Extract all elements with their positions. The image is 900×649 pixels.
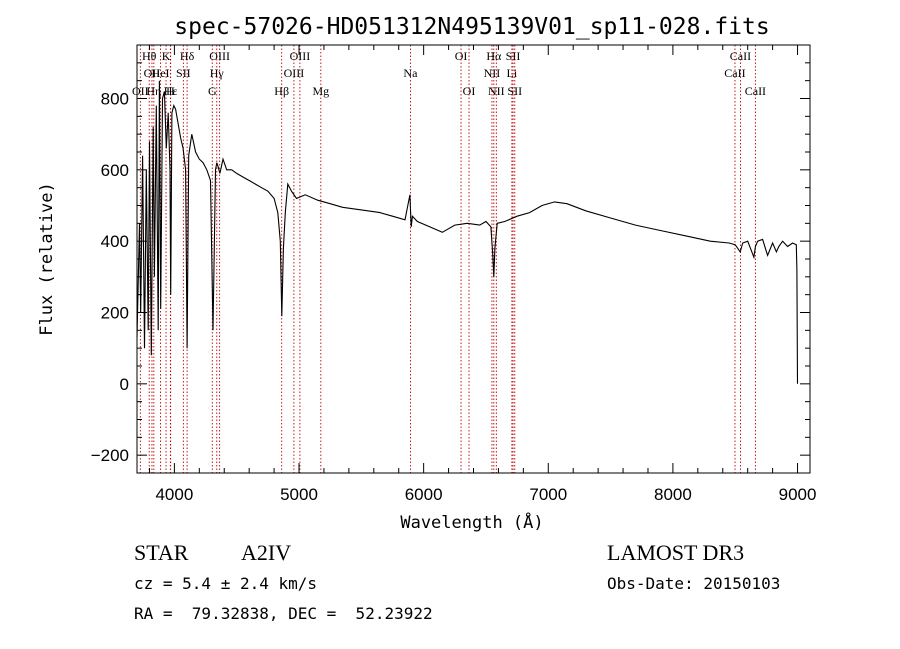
y-tick-label: −200	[91, 446, 129, 465]
x-axis-label: Wavelength (Å)	[400, 511, 543, 533]
y-axis-ticks: −200 0 200 400 600 800	[91, 44, 810, 474]
x-tick-label: 7000	[529, 485, 567, 504]
spectral-line-label: CaII	[730, 49, 751, 63]
x-axis-ticks: 4000 5000 6000 7000 8000 9000	[148, 45, 817, 504]
spectral-line-label: Li	[507, 66, 518, 80]
y-tick-label: 200	[101, 304, 129, 323]
spectral-line-label: Hη	[146, 84, 161, 98]
observation-date: Obs-Date: 20150103	[607, 574, 781, 593]
x-tick-label: 6000	[405, 485, 443, 504]
spectral-line-label: OIII	[290, 49, 311, 63]
chart-title: spec-57026-HD051312N495139V01_sp11-028.f…	[174, 14, 769, 40]
x-tick-label: 9000	[779, 485, 817, 504]
spectral-line-label: Hε	[164, 84, 178, 98]
spectral-lines	[139, 45, 756, 473]
y-tick-label: 0	[120, 375, 129, 394]
spectral-line-labels: OIIHθOIIHηHeIKHεHSIIHδGHγOIIIHβOIIIOIIIM…	[132, 49, 766, 98]
spectral-line-label: Hθ	[142, 49, 157, 63]
redshift-cz: cz = 5.4 ± 2.4 km/s	[134, 574, 318, 593]
spectral-line-label: NII	[488, 84, 505, 98]
spectral-line-label: OI	[463, 84, 476, 98]
spectral-line-label: SII	[507, 84, 522, 98]
spectral-line-label: Hβ	[274, 84, 289, 98]
spectral-line-label: OIII	[209, 49, 230, 63]
spectral-line-label: OII	[132, 84, 149, 98]
spectral-line-label: Na	[403, 66, 418, 80]
object-class: STAR	[134, 540, 189, 565]
object-subclass: A2IV	[241, 540, 292, 565]
y-tick-label: 600	[101, 161, 129, 180]
x-tick-label: 8000	[654, 485, 692, 504]
spectral-line-label: SII	[506, 49, 521, 63]
spectral-line-label: OI	[455, 49, 468, 63]
spectrum-series-line	[136, 80, 799, 384]
y-axis-label: Flux (relative)	[37, 182, 57, 336]
survey-name: LAMOST DR3	[607, 540, 745, 565]
spectral-line-label: H	[166, 84, 175, 98]
y-tick-label: 400	[101, 232, 129, 251]
spectral-line-label: CaII	[745, 84, 766, 98]
spectral-line-label: Hγ	[210, 66, 225, 80]
x-tick-label: 4000	[155, 485, 193, 504]
spectral-line-label: HeI	[152, 66, 170, 80]
y-tick-label: 800	[101, 90, 129, 109]
spectral-line-label: K	[162, 49, 171, 63]
spectral-line-label: SII	[176, 66, 191, 80]
spectral-line-label: OIII	[284, 66, 305, 80]
spectral-line-label: Mg	[312, 84, 329, 98]
x-tick-label: 5000	[280, 485, 318, 504]
spectral-line-label: CaII	[724, 66, 745, 80]
sky-coordinates: RA = 79.32838, DEC = 52.23922	[134, 604, 433, 623]
spectral-line-label: Hδ	[180, 49, 195, 63]
plot-frame	[136, 44, 811, 474]
spectral-line-label: NII	[484, 66, 501, 80]
spectral-line-label: Hα	[486, 49, 502, 63]
spectral-line-label: G	[208, 84, 217, 98]
spectral-line-label: OII	[144, 66, 161, 80]
